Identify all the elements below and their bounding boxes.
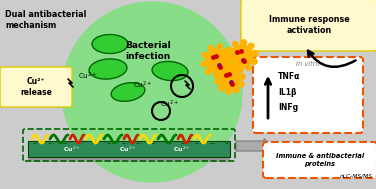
Circle shape <box>62 2 242 182</box>
Ellipse shape <box>111 83 145 101</box>
Circle shape <box>240 74 245 79</box>
Circle shape <box>225 47 230 53</box>
Ellipse shape <box>89 59 127 79</box>
Circle shape <box>202 52 208 58</box>
Bar <box>28 156 230 162</box>
Circle shape <box>226 56 232 61</box>
Circle shape <box>233 87 239 93</box>
Circle shape <box>246 65 252 70</box>
Text: Cu$^{2+}$: Cu$^{2+}$ <box>173 144 191 154</box>
Circle shape <box>216 71 221 77</box>
Circle shape <box>208 46 214 51</box>
Text: Bacterial
infection: Bacterial infection <box>125 41 171 61</box>
Bar <box>28 141 230 157</box>
Circle shape <box>229 64 234 69</box>
FancyBboxPatch shape <box>241 0 376 51</box>
Text: Cu$^{2+}$: Cu$^{2+}$ <box>133 79 153 91</box>
Circle shape <box>206 49 230 73</box>
Circle shape <box>220 69 240 89</box>
Text: INFg: INFg <box>278 104 298 112</box>
Circle shape <box>222 71 228 76</box>
Circle shape <box>252 50 258 56</box>
FancyBboxPatch shape <box>263 142 376 178</box>
Circle shape <box>205 69 211 74</box>
Text: Cu$^{2+}$: Cu$^{2+}$ <box>161 98 180 110</box>
Circle shape <box>230 63 236 69</box>
Text: Cu$^{2+}$: Cu$^{2+}$ <box>63 144 81 154</box>
Text: nLC-MS/MS: nLC-MS/MS <box>340 174 373 179</box>
Circle shape <box>227 48 232 53</box>
Text: IL1β: IL1β <box>278 88 297 97</box>
Circle shape <box>252 59 257 64</box>
Circle shape <box>228 64 234 70</box>
Circle shape <box>217 44 223 49</box>
Text: Cu$^{2+}$: Cu$^{2+}$ <box>79 70 97 82</box>
Circle shape <box>238 81 244 87</box>
Circle shape <box>236 67 241 73</box>
Circle shape <box>219 85 224 91</box>
Text: Immune response
activation: Immune response activation <box>268 15 349 35</box>
Circle shape <box>229 55 235 61</box>
Circle shape <box>241 40 246 45</box>
Circle shape <box>248 43 254 49</box>
Text: Cu$^{2+}$: Cu$^{2+}$ <box>119 144 137 154</box>
Circle shape <box>238 67 243 72</box>
Circle shape <box>221 65 227 71</box>
Circle shape <box>231 45 253 67</box>
Ellipse shape <box>152 61 188 81</box>
Circle shape <box>233 41 238 47</box>
Text: In vitro: In vitro <box>296 61 320 67</box>
Text: Immune & antibacterial
proteins: Immune & antibacterial proteins <box>276 153 364 167</box>
FancyBboxPatch shape <box>0 67 72 107</box>
Circle shape <box>201 61 206 67</box>
Text: Dual antibacterial
mechanism: Dual antibacterial mechanism <box>5 10 86 30</box>
FancyBboxPatch shape <box>253 57 363 133</box>
Circle shape <box>214 73 219 78</box>
Ellipse shape <box>92 35 128 53</box>
Circle shape <box>226 89 231 94</box>
FancyArrow shape <box>236 139 272 153</box>
Circle shape <box>215 79 221 84</box>
Text: TNFα: TNFα <box>278 71 300 81</box>
Text: Cu²⁺
release: Cu²⁺ release <box>20 77 52 97</box>
